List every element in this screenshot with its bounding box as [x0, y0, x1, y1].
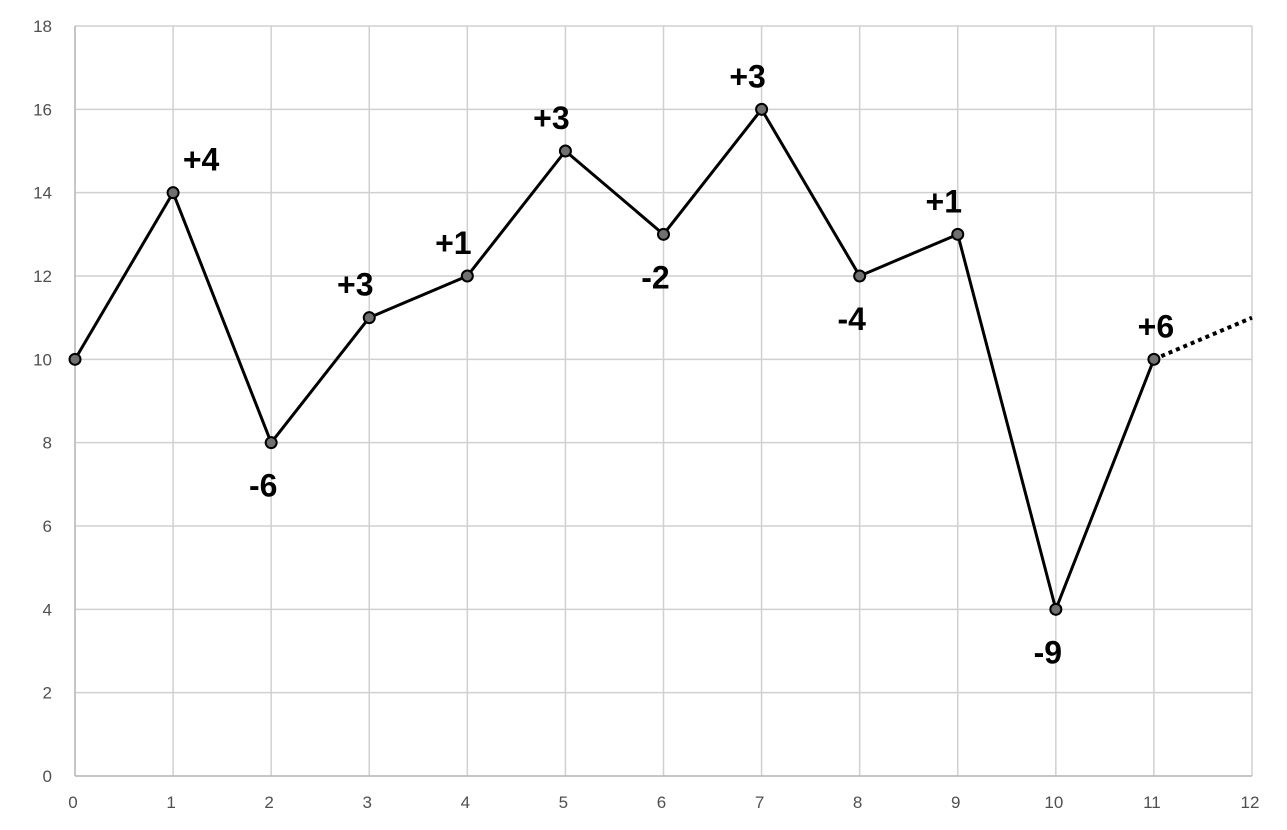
series-continuation-dotted	[1153, 315, 1253, 362]
y-tick-label: 8	[43, 434, 52, 453]
y-tick-label: 0	[43, 767, 52, 786]
change-label: +4	[183, 142, 220, 178]
data-point	[68, 352, 82, 366]
data-point	[1147, 352, 1161, 366]
y-tick-label: 10	[33, 350, 52, 369]
y-tick-label: 14	[33, 184, 52, 203]
data-point	[1049, 602, 1063, 616]
change-label: +1	[926, 183, 962, 219]
x-tick-labels: 0 1 2 3 4 5 6 7 8 9 10 11 12	[68, 793, 1259, 812]
x-tick-label: 1	[166, 793, 175, 812]
y-tick-label: 2	[43, 684, 52, 703]
change-label: +3	[533, 100, 569, 136]
y-tick-label: 18	[33, 17, 52, 36]
change-label: -4	[837, 301, 866, 337]
data-point	[951, 227, 965, 241]
grid	[75, 25, 1253, 776]
x-tick-label: 9	[951, 793, 960, 812]
data-points	[68, 102, 1161, 616]
data-point	[657, 227, 670, 241]
x-tick-label: 8	[853, 793, 862, 812]
y-tick-label: 12	[33, 267, 52, 286]
change-label: -9	[1034, 634, 1062, 670]
series-line	[73, 107, 1156, 611]
axes	[74, 26, 1252, 777]
x-tick-label: 2	[264, 793, 273, 812]
y-tick-labels: 0 2 4 6 8 10 12 14 16 18	[33, 17, 52, 786]
x-tick-label: 10	[1044, 793, 1063, 812]
data-labels: +4 -6 +3 +1 +3 -2 +3 -4 +1 -9 +6	[183, 58, 1174, 670]
data-point	[558, 144, 572, 158]
change-label: -6	[249, 468, 277, 504]
data-series	[73, 107, 1253, 611]
data-point	[853, 269, 867, 283]
data-point	[362, 311, 376, 325]
x-tick-label: 5	[559, 793, 568, 812]
x-tick-label: 0	[68, 793, 77, 812]
change-label: +3	[337, 267, 373, 303]
x-tick-label: 11	[1143, 793, 1161, 812]
y-tick-label: 4	[43, 600, 52, 619]
y-tick-label: 16	[33, 100, 52, 119]
y-tick-label: 6	[43, 517, 52, 536]
x-tick-label: 12	[1241, 793, 1260, 812]
data-point	[460, 269, 474, 283]
x-tick-label: 4	[461, 793, 470, 812]
change-label: +3	[729, 58, 765, 94]
data-point	[166, 186, 180, 200]
x-tick-label: 7	[755, 793, 764, 812]
change-label: +1	[435, 225, 471, 261]
data-point	[755, 102, 769, 116]
x-tick-label: 6	[657, 793, 666, 812]
change-label: -2	[641, 259, 669, 295]
data-point	[264, 436, 278, 450]
x-tick-label: 3	[363, 793, 372, 812]
change-label: +6	[1138, 308, 1174, 344]
